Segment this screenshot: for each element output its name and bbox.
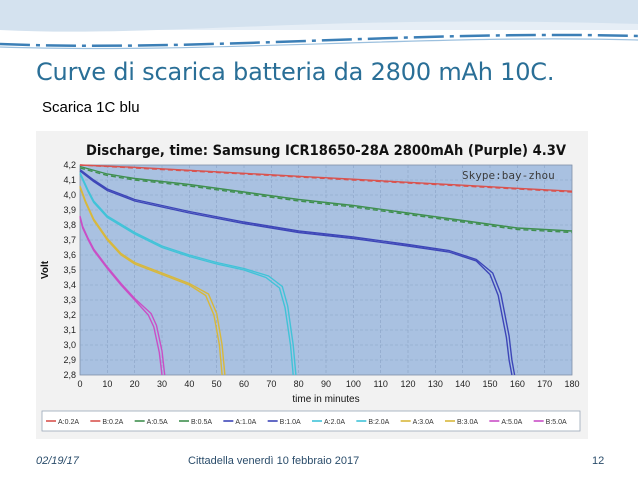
series-line-b-0-2a [79,164,573,192]
legend-box [41,410,581,432]
legend-label: A:2.0A [324,419,345,426]
x-tick-label: 60 [239,379,249,389]
y-tick-label: 4,0 [63,190,76,200]
x-tick-label: 30 [157,379,167,389]
x-tick-label: 130 [428,379,443,389]
legend-label: B:1.0A [280,419,301,426]
y-tick-label: 3,3 [63,295,76,305]
footer-date: 02/19/17 [36,455,79,467]
legend-label: B:0.2A [102,419,123,426]
x-tick-label: 150 [482,379,497,389]
discharge-chart: Discharge, time: Samsung ICR18650-28A 28… [40,143,581,432]
x-tick-label: 180 [564,379,579,389]
slide-subtitle: Scarica 1C blu [42,99,140,116]
x-tick-label: 0 [77,379,82,389]
x-tick-label: 110 [373,379,387,389]
x-tick-label: 170 [537,379,552,389]
series-line-b-3-0a [79,185,226,376]
x-tick-label: 120 [400,379,415,389]
legend-label: B:5.0A [546,419,567,426]
slide-title: Curve di scarica batteria da 2800 mAh 10… [36,58,555,86]
x-tick-label: 100 [346,379,361,389]
series-line-a-2-0a [79,173,294,376]
header-decoration [0,0,638,50]
x-tick-label: 50 [212,379,222,389]
x-tick-label: 140 [455,379,470,389]
y-tick-label: 3,5 [63,265,76,275]
x-tick-label: 160 [510,379,525,389]
y-tick-label: 2,9 [63,355,76,365]
page-number: 12 [592,455,605,467]
legend-label: A:3.0A [413,419,434,426]
x-tick-label: 40 [184,379,194,389]
series-line-b-5-0a [79,215,166,376]
y-axis-label: Volt [40,260,51,279]
chart-watermark: Skype:bay-zhou [462,169,555,182]
y-tick-label: 3,0 [63,340,76,350]
x-tick-label: 20 [130,379,140,389]
legend-label: B:3.0A [457,419,478,426]
y-tick-label: 3,9 [63,205,76,215]
legend-label: B:0.5A [191,419,212,426]
footer-center-text: Cittadella venerdì 10 febbraio 2017 [188,455,360,467]
series-line-b-1-0a [79,168,516,376]
y-tick-label: 3,4 [63,280,76,290]
y-tick-label: 3,7 [63,235,76,245]
legend-label: A:1.0A [235,419,256,426]
x-tick-label: 70 [266,379,276,389]
y-tick-label: 4,2 [63,160,76,170]
y-tick-label: 3,1 [63,325,76,335]
y-tick-label: 4,1 [63,175,76,185]
y-tick-label: 3,8 [63,220,76,230]
legend-label: A:0.5A [147,419,168,426]
y-tick-label: 3,6 [63,250,76,260]
x-axis-label: time in minutes [292,394,359,405]
legend-label: B:2.0A [368,419,389,426]
y-tick-label: 2,8 [63,370,76,380]
series-line-b-2-0a [79,172,297,376]
legend-label: A:5.0A [501,419,522,426]
x-tick-label: 10 [102,379,112,389]
x-tick-label: 90 [321,379,331,389]
y-tick-label: 3,2 [63,310,76,320]
legend-label: A:0.2A [58,419,79,426]
series-line-b-0-5a [79,165,573,232]
x-tick-label: 80 [294,379,304,389]
chart-title: Discharge, time: Samsung ICR18650-28A 28… [86,143,566,159]
series-line-a-1-0a [79,170,513,376]
chart-frame: Discharge, time: Samsung ICR18650-28A 28… [36,131,588,439]
